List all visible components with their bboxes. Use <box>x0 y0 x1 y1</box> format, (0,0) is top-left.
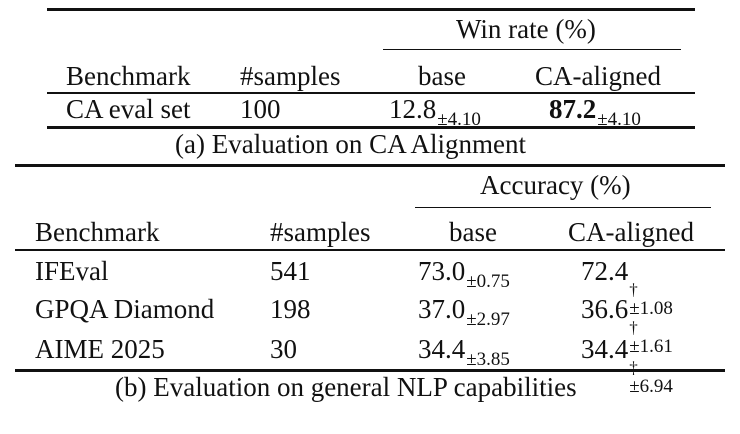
table-b-row-3-base: 34.4±3.85 <box>418 334 510 370</box>
table-b-row-2-benchmark: GPQA Diamond <box>35 294 215 324</box>
table-b-row-2-base-value: 37.0 <box>418 294 466 324</box>
table-b-col-base: base <box>449 217 497 247</box>
table-b-row-3-aligned-mark: ‡ <box>629 358 638 377</box>
table-b-group-header: Accuracy (%) <box>480 170 631 200</box>
table-b-row-3-aligned: 34.4 ‡ ±6.94 <box>581 336 673 396</box>
table-a-cell-samples: 100 <box>240 94 281 124</box>
table-b-col-samples: #samples <box>270 217 371 247</box>
table-b-row-2-aligned-value: 36.6 <box>581 294 629 324</box>
table-b-row-2-aligned-std: ±1.61 <box>629 335 673 357</box>
table-b-group-rule <box>415 207 711 208</box>
table-b-row-1-benchmark: IFEval <box>35 256 109 286</box>
table-b-row-1-aligned-std: ±1.08 <box>629 297 673 319</box>
table-b-row-2-base: 37.0±2.97 <box>418 294 510 330</box>
table-b-row-3-benchmark: AIME 2025 <box>35 334 165 364</box>
table-b-col-aligned: CA-aligned <box>568 217 694 247</box>
table-b-row-2-base-std: ±2.97 <box>466 309 510 330</box>
table-a-col-samples: #samples <box>240 61 341 91</box>
table-b-row-1-base-value: 73.0 <box>418 256 466 286</box>
table-a-aligned-value: 87.2 <box>549 94 597 124</box>
table-b-row-1-aligned: 72.4 † ±1.08 <box>581 258 673 318</box>
table-a-cell-base: 12.8±4.10 <box>389 94 481 130</box>
table-b-row-1-aligned-value: 72.4 <box>581 256 629 286</box>
table-a-col-base: base <box>418 61 466 91</box>
table-b-row-1-aligned-mark: † <box>629 280 638 299</box>
table-b-row-2-aligned-mark: † <box>629 318 638 337</box>
table-a-caption: (a) Evaluation on CA Alignment <box>175 129 526 159</box>
table-b-mid-rule <box>15 249 725 251</box>
table-b-caption: (b) Evaluation on general NLP capabiliti… <box>115 372 577 402</box>
table-a-base-std: ±4.10 <box>437 109 481 130</box>
table-a-aligned-std: ±4.10 <box>597 109 641 130</box>
table-b-bottom-rule <box>15 369 725 372</box>
table-b-row-3-base-value: 34.4 <box>418 334 466 364</box>
table-a-top-rule <box>47 8 695 11</box>
table-b-row-3-base-std: ±3.85 <box>466 349 510 370</box>
table-b-row-3-aligned-std: ±6.94 <box>629 375 673 397</box>
table-a-cell-benchmark: CA eval set <box>66 94 191 124</box>
table-b-row-1-base: 73.0±0.75 <box>418 256 510 292</box>
table-b-col-benchmark: Benchmark <box>35 217 160 247</box>
table-b-row-1-samples: 541 <box>270 256 311 286</box>
table-a-group-rule <box>383 49 681 50</box>
table-b-top-rule <box>15 164 725 167</box>
table-b-row-2-aligned: 36.6 † ±1.61 <box>581 296 673 356</box>
table-a-col-aligned: CA-aligned <box>535 61 661 91</box>
table-a-base-value: 12.8 <box>389 94 437 124</box>
table-b-row-1-base-std: ±0.75 <box>466 271 510 292</box>
table-a-group-header: Win rate (%) <box>456 14 596 44</box>
table-b-row-2-samples: 198 <box>270 294 311 324</box>
table-a-mid-rule <box>47 92 695 94</box>
table-a-cell-aligned: 87.2±4.10 <box>549 94 641 130</box>
table-a-col-benchmark: Benchmark <box>66 61 191 91</box>
table-b-row-3-aligned-value: 34.4 <box>581 334 629 364</box>
table-a-bottom-rule <box>47 126 695 129</box>
table-b-row-3-samples: 30 <box>270 334 297 364</box>
